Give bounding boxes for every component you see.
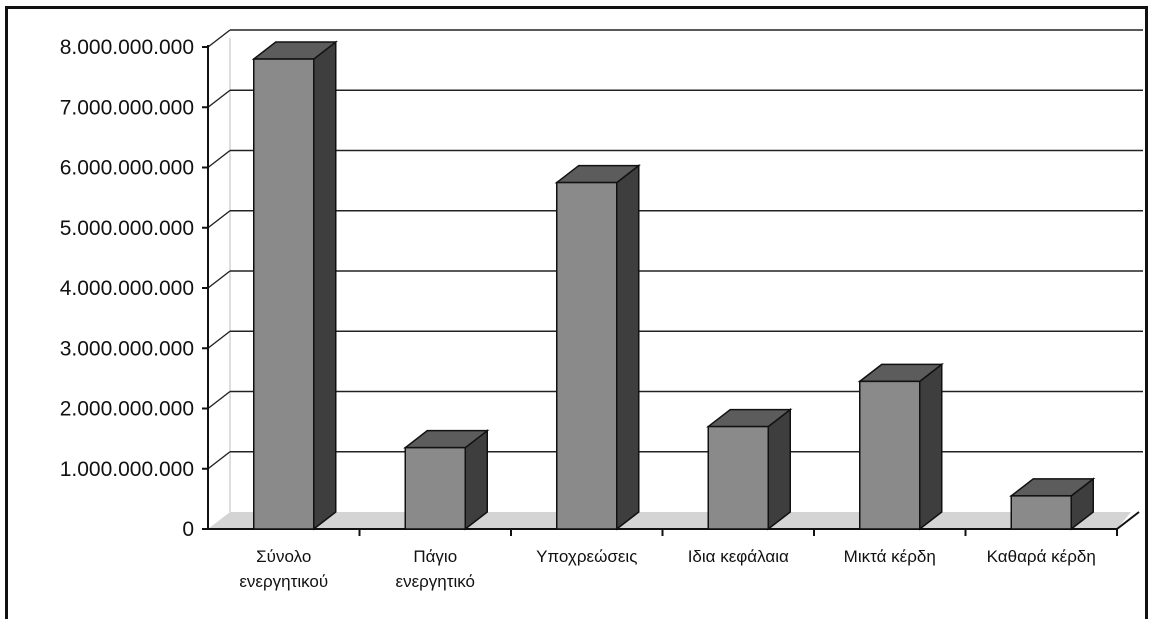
gridline-depth bbox=[207, 29, 231, 48]
x-category-label-line: Πάγιο bbox=[413, 547, 457, 566]
y-tick-label: 7.000.000.000 bbox=[60, 96, 194, 119]
y-tick-label: 6.000.000.000 bbox=[60, 157, 194, 180]
bar-front bbox=[707, 425, 769, 530]
bar-front bbox=[404, 446, 466, 530]
bar-front bbox=[859, 380, 921, 530]
x-category-label-line: Ιδια κεφάλαια bbox=[688, 547, 789, 566]
y-tick-label: 3.000.000.000 bbox=[60, 337, 194, 360]
y-tick-label: 4.000.000.000 bbox=[60, 277, 194, 300]
chart-frame bbox=[5, 6, 1148, 619]
bars bbox=[251, 40, 1096, 531]
x-category-label: Μικτά κέρδη bbox=[844, 547, 936, 566]
bar-side bbox=[616, 164, 640, 531]
bar-side bbox=[919, 362, 943, 531]
bar bbox=[857, 362, 944, 531]
bar-front bbox=[253, 58, 315, 530]
bar-front bbox=[556, 181, 618, 530]
bar-front bbox=[1010, 495, 1072, 530]
gridlines bbox=[207, 29, 1143, 512]
bar bbox=[706, 408, 793, 531]
gridline-depth bbox=[207, 210, 231, 229]
x-category-label: Σύνολο ενεργητικού bbox=[239, 547, 328, 591]
x-category-label-line: ενεργητικού bbox=[239, 572, 328, 591]
x-category-label-line: Υποχρεώσεις bbox=[536, 547, 637, 566]
x-category-label: Καθαρά κέρδη bbox=[987, 547, 1096, 566]
bar-side bbox=[767, 408, 791, 531]
x-category-label: Υποχρεώσεις bbox=[536, 547, 637, 566]
gridline-depth bbox=[207, 330, 231, 349]
bar bbox=[554, 164, 641, 531]
floor-plane bbox=[208, 512, 1131, 529]
x-category-label: Πάγιο ενεργητικό bbox=[395, 547, 475, 591]
x-axis-depth bbox=[1116, 511, 1140, 530]
bar bbox=[251, 40, 338, 531]
y-tick-label: 2.000.000.000 bbox=[60, 398, 194, 421]
labels: 0 1.000.000.000 2.000.000.000 3.000.000.000… bbox=[60, 36, 1096, 591]
x-category-label-line: Καθαρά κέρδη bbox=[987, 547, 1096, 566]
x-category-label-line: ενεργητικό bbox=[395, 572, 475, 591]
x-category-label-line: Μικτά κέρδη bbox=[844, 547, 936, 566]
gridline-depth bbox=[207, 270, 231, 289]
gridline-depth bbox=[207, 149, 231, 169]
bar-side bbox=[313, 40, 337, 531]
gridline-depth bbox=[207, 89, 231, 108]
bar bbox=[1009, 477, 1096, 531]
y-tick-label: 5.000.000.000 bbox=[60, 217, 194, 240]
y-tick-label: 0 bbox=[182, 518, 194, 541]
x-category-label-line: Σύνολο bbox=[256, 547, 311, 566]
gridline-depth bbox=[207, 390, 231, 410]
y-tick-label: 8.000.000.000 bbox=[60, 36, 194, 59]
bar bbox=[403, 429, 490, 531]
axes bbox=[202, 45, 1140, 536]
gridline-depth bbox=[207, 451, 231, 470]
y-tick-label: 1.000.000.000 bbox=[60, 458, 194, 481]
chart-floor bbox=[208, 512, 1131, 529]
x-category-label: Ιδια κεφάλαια bbox=[688, 547, 789, 566]
